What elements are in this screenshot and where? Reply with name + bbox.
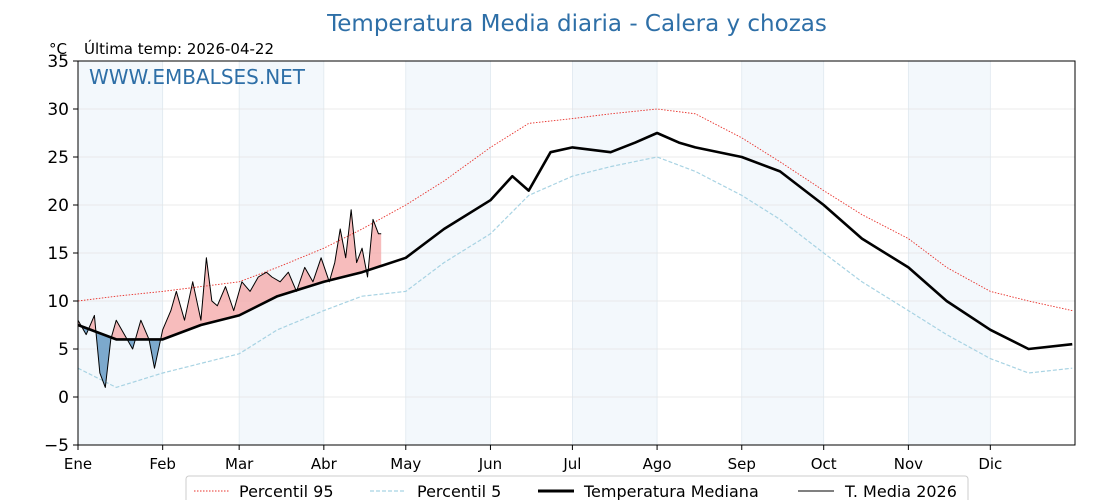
x-tick-label: Ene bbox=[64, 455, 92, 473]
warm-anomaly-fill bbox=[329, 209, 367, 281]
legend-label-p95: Percentil 95 bbox=[239, 482, 334, 500]
x-tick-label: Abr bbox=[311, 455, 338, 473]
warm-anomaly-fill bbox=[135, 320, 150, 340]
y-axis-ticks: −5 0 5 10 15 20 25 30 35 bbox=[44, 52, 78, 456]
series-line-p95 bbox=[77, 108, 1073, 312]
x-tick-label: Jul bbox=[562, 455, 581, 473]
y-tick-label: 5 bbox=[58, 340, 69, 360]
legend-label-median: Temperatura Mediana bbox=[583, 482, 759, 500]
series-line-median bbox=[77, 131, 1073, 351]
x-tick-label: May bbox=[390, 455, 421, 473]
anomaly-fills bbox=[78, 209, 382, 388]
cold-anomaly-fill bbox=[149, 339, 161, 369]
x-tick-label: Mar bbox=[225, 455, 254, 473]
cold-anomaly-fill bbox=[95, 331, 112, 388]
y-tick-label: 25 bbox=[47, 148, 69, 168]
x-axis-ticks: Ene Feb Mar Abr May Jun Jul Ago Sep Oct Nov Dic bbox=[64, 445, 1002, 473]
y-tick-label: 30 bbox=[47, 100, 69, 120]
warm-anomaly-fill bbox=[368, 219, 382, 271]
warm-anomaly-fill bbox=[88, 315, 96, 332]
x-tick-label: Oct bbox=[811, 455, 837, 473]
y-tick-label: 10 bbox=[47, 292, 69, 312]
y-tick-label: 0 bbox=[58, 388, 69, 408]
series-line-2026 bbox=[77, 209, 382, 388]
x-tick-label: Ago bbox=[643, 455, 672, 473]
y-unit-label: °C bbox=[49, 40, 67, 58]
watermark: WWW.EMBALSES.NET bbox=[89, 65, 306, 89]
last-temp-label: Última temp: 2026-04-22 bbox=[84, 39, 274, 58]
legend-box bbox=[185, 475, 969, 500]
legend: Percentil 95 Percentil 5 Temperatura Med… bbox=[185, 475, 969, 500]
grid-lines bbox=[77, 60, 1075, 446]
warm-anomaly-fill bbox=[160, 257, 297, 340]
series-line-p5 bbox=[77, 156, 1073, 388]
x-tick-label: Nov bbox=[894, 455, 923, 473]
y-tick-label: 35 bbox=[47, 52, 69, 72]
y-tick-label: −5 bbox=[44, 436, 69, 456]
legend-label-2026: T. Media 2026 bbox=[844, 482, 957, 500]
x-tick-label: Dic bbox=[978, 455, 1002, 473]
chart-title: Temperatura Media diaria - Calera y choz… bbox=[326, 11, 827, 37]
legend-label-p5: Percentil 5 bbox=[417, 482, 501, 500]
y-tick-label: 15 bbox=[47, 244, 69, 264]
x-tick-label: Jun bbox=[478, 455, 502, 473]
series-lines bbox=[77, 108, 1073, 388]
x-tick-label: Sep bbox=[728, 455, 756, 473]
x-tick-label: Feb bbox=[149, 455, 176, 473]
y-tick-label: 20 bbox=[47, 196, 69, 216]
